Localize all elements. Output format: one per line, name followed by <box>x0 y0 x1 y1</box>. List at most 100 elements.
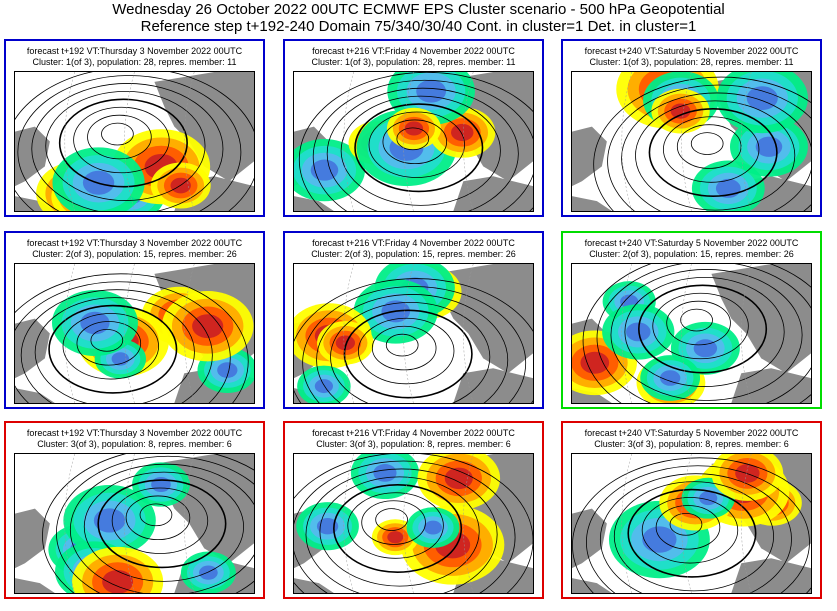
cold-anomaly-area <box>416 79 447 103</box>
geopotential-contour <box>330 302 491 403</box>
geopotential-contour <box>596 264 811 403</box>
geopotential-contour <box>371 325 437 371</box>
land-mass <box>294 264 533 403</box>
map-panel-c2-t216: forecast t+216 VT:Friday 4 November 2022… <box>283 231 544 409</box>
graticule-line <box>184 72 195 211</box>
graticule-line <box>463 72 474 211</box>
graticule-line <box>343 72 354 211</box>
geopotential-contour <box>31 83 224 211</box>
map-panel-c1-t240: forecast t+240 VT:Saturday 5 November 20… <box>561 39 822 217</box>
panel-forecast-caption: forecast t+192 VT:Thursday 3 November 20… <box>26 46 243 56</box>
panel-forecast-caption: forecast t+192 VT:Thursday 3 November 20… <box>26 238 243 248</box>
geopotential-contour <box>343 309 473 399</box>
map-canvas <box>15 264 254 403</box>
geopotential-contour <box>354 103 484 193</box>
warm-anomaly-area <box>404 121 424 136</box>
geopotential-contour <box>17 75 242 211</box>
panel-forecast-caption: forecast t+216 VT:Friday 4 November 2022… <box>312 428 515 438</box>
geopotential-contour <box>305 468 498 593</box>
geopotential-contour <box>302 286 527 403</box>
graticule-line <box>681 454 692 593</box>
panel-cluster-caption: Cluster: 1(of 3), population: 28, repres… <box>311 57 516 67</box>
warm-anomaly-area <box>444 467 473 490</box>
geopotential-contour <box>73 106 170 174</box>
panel-forecast-caption: forecast t+240 VT:Saturday 5 November 20… <box>584 46 799 56</box>
graticule-line <box>403 72 414 211</box>
graticule-line <box>184 264 195 403</box>
land-mass <box>572 264 811 403</box>
geopotential-map[interactable] <box>293 263 534 404</box>
geopotential-contour <box>648 108 778 197</box>
geopotential-map[interactable] <box>571 453 812 594</box>
graticule-line <box>621 454 632 593</box>
geopotential-contour <box>680 308 713 332</box>
geopotential-contour <box>97 479 227 569</box>
geopotential-contour <box>294 278 533 403</box>
geopotential-contour <box>326 87 519 211</box>
geopotential-contour <box>690 132 724 155</box>
graticule-line <box>184 454 195 593</box>
geopotential-contour <box>90 329 124 352</box>
warm-anomaly-area <box>335 335 356 351</box>
geopotential-contour <box>333 484 463 573</box>
geopotential-contour <box>610 269 803 401</box>
geopotential-map[interactable] <box>293 453 534 594</box>
geopotential-contour <box>627 488 757 578</box>
cold-anomaly-area <box>755 136 783 157</box>
geopotential-contour <box>101 122 134 146</box>
map-panel-c3-t192: forecast t+192 VT:Thursday 3 November 20… <box>4 421 265 599</box>
map-canvas <box>572 264 811 403</box>
geopotential-contour <box>83 471 244 582</box>
land-mass <box>15 72 254 211</box>
graticule-line <box>343 264 354 403</box>
geopotential-contour <box>599 473 792 593</box>
geopotential-map[interactable] <box>571 71 812 212</box>
map-panel-c1-t192: forecast t+192 VT:Thursday 3 November 20… <box>4 39 265 217</box>
geopotential-contour <box>572 457 811 593</box>
geopotential-contour <box>676 124 742 169</box>
geopotential-contour <box>593 76 811 211</box>
geopotential-contour <box>15 281 231 403</box>
geopotential-contour <box>111 487 209 554</box>
geopotential-contour <box>62 313 160 380</box>
geopotential-map[interactable] <box>571 263 812 404</box>
panel-cluster-caption: Cluster: 3(of 3), population: 8, repres.… <box>37 439 232 449</box>
cold-anomaly-area <box>314 379 333 394</box>
geopotential-map[interactable] <box>14 453 255 594</box>
cold-anomaly-area <box>659 370 681 386</box>
graticule-line <box>124 264 135 403</box>
geopotential-contour <box>357 317 455 385</box>
map-canvas <box>15 72 254 211</box>
header-subtitle: Reference step t+192-240 Domain 75/340/3… <box>140 18 697 35</box>
geopotential-contour <box>69 463 254 593</box>
geopotential-contour <box>42 454 254 593</box>
geopotential-contour <box>294 460 516 593</box>
cold-anomaly-area <box>310 159 339 181</box>
land-mass <box>294 72 533 211</box>
geopotential-contour <box>58 98 188 188</box>
geopotential-map[interactable] <box>14 71 255 212</box>
graticule-line <box>124 454 135 593</box>
map-canvas <box>294 72 533 211</box>
graticule-line <box>741 454 752 593</box>
graticule-line <box>463 454 474 593</box>
graticule-line <box>64 454 75 593</box>
graticule-line <box>64 72 75 211</box>
warm-anomaly-area <box>451 123 474 142</box>
graticule-line <box>124 72 135 211</box>
panel-forecast-caption: forecast t+240 VT:Saturday 5 November 20… <box>584 428 799 438</box>
geopotential-contour <box>666 300 731 346</box>
panel-forecast-caption: forecast t+216 VT:Friday 4 November 2022… <box>312 46 515 56</box>
geopotential-map[interactable] <box>293 71 534 212</box>
map-canvas <box>294 454 533 593</box>
geopotential-contour <box>607 84 811 211</box>
geopotential-contour <box>347 492 444 559</box>
graticule-line <box>403 264 414 403</box>
map-canvas <box>572 72 811 211</box>
geopotential-contour <box>613 481 775 592</box>
map-canvas <box>294 264 533 403</box>
geopotential-map[interactable] <box>14 263 255 404</box>
geopotential-contour <box>396 127 430 151</box>
geopotential-contour <box>87 114 152 160</box>
panel-cluster-caption: Cluster: 1(of 3), population: 28, repres… <box>32 57 237 67</box>
